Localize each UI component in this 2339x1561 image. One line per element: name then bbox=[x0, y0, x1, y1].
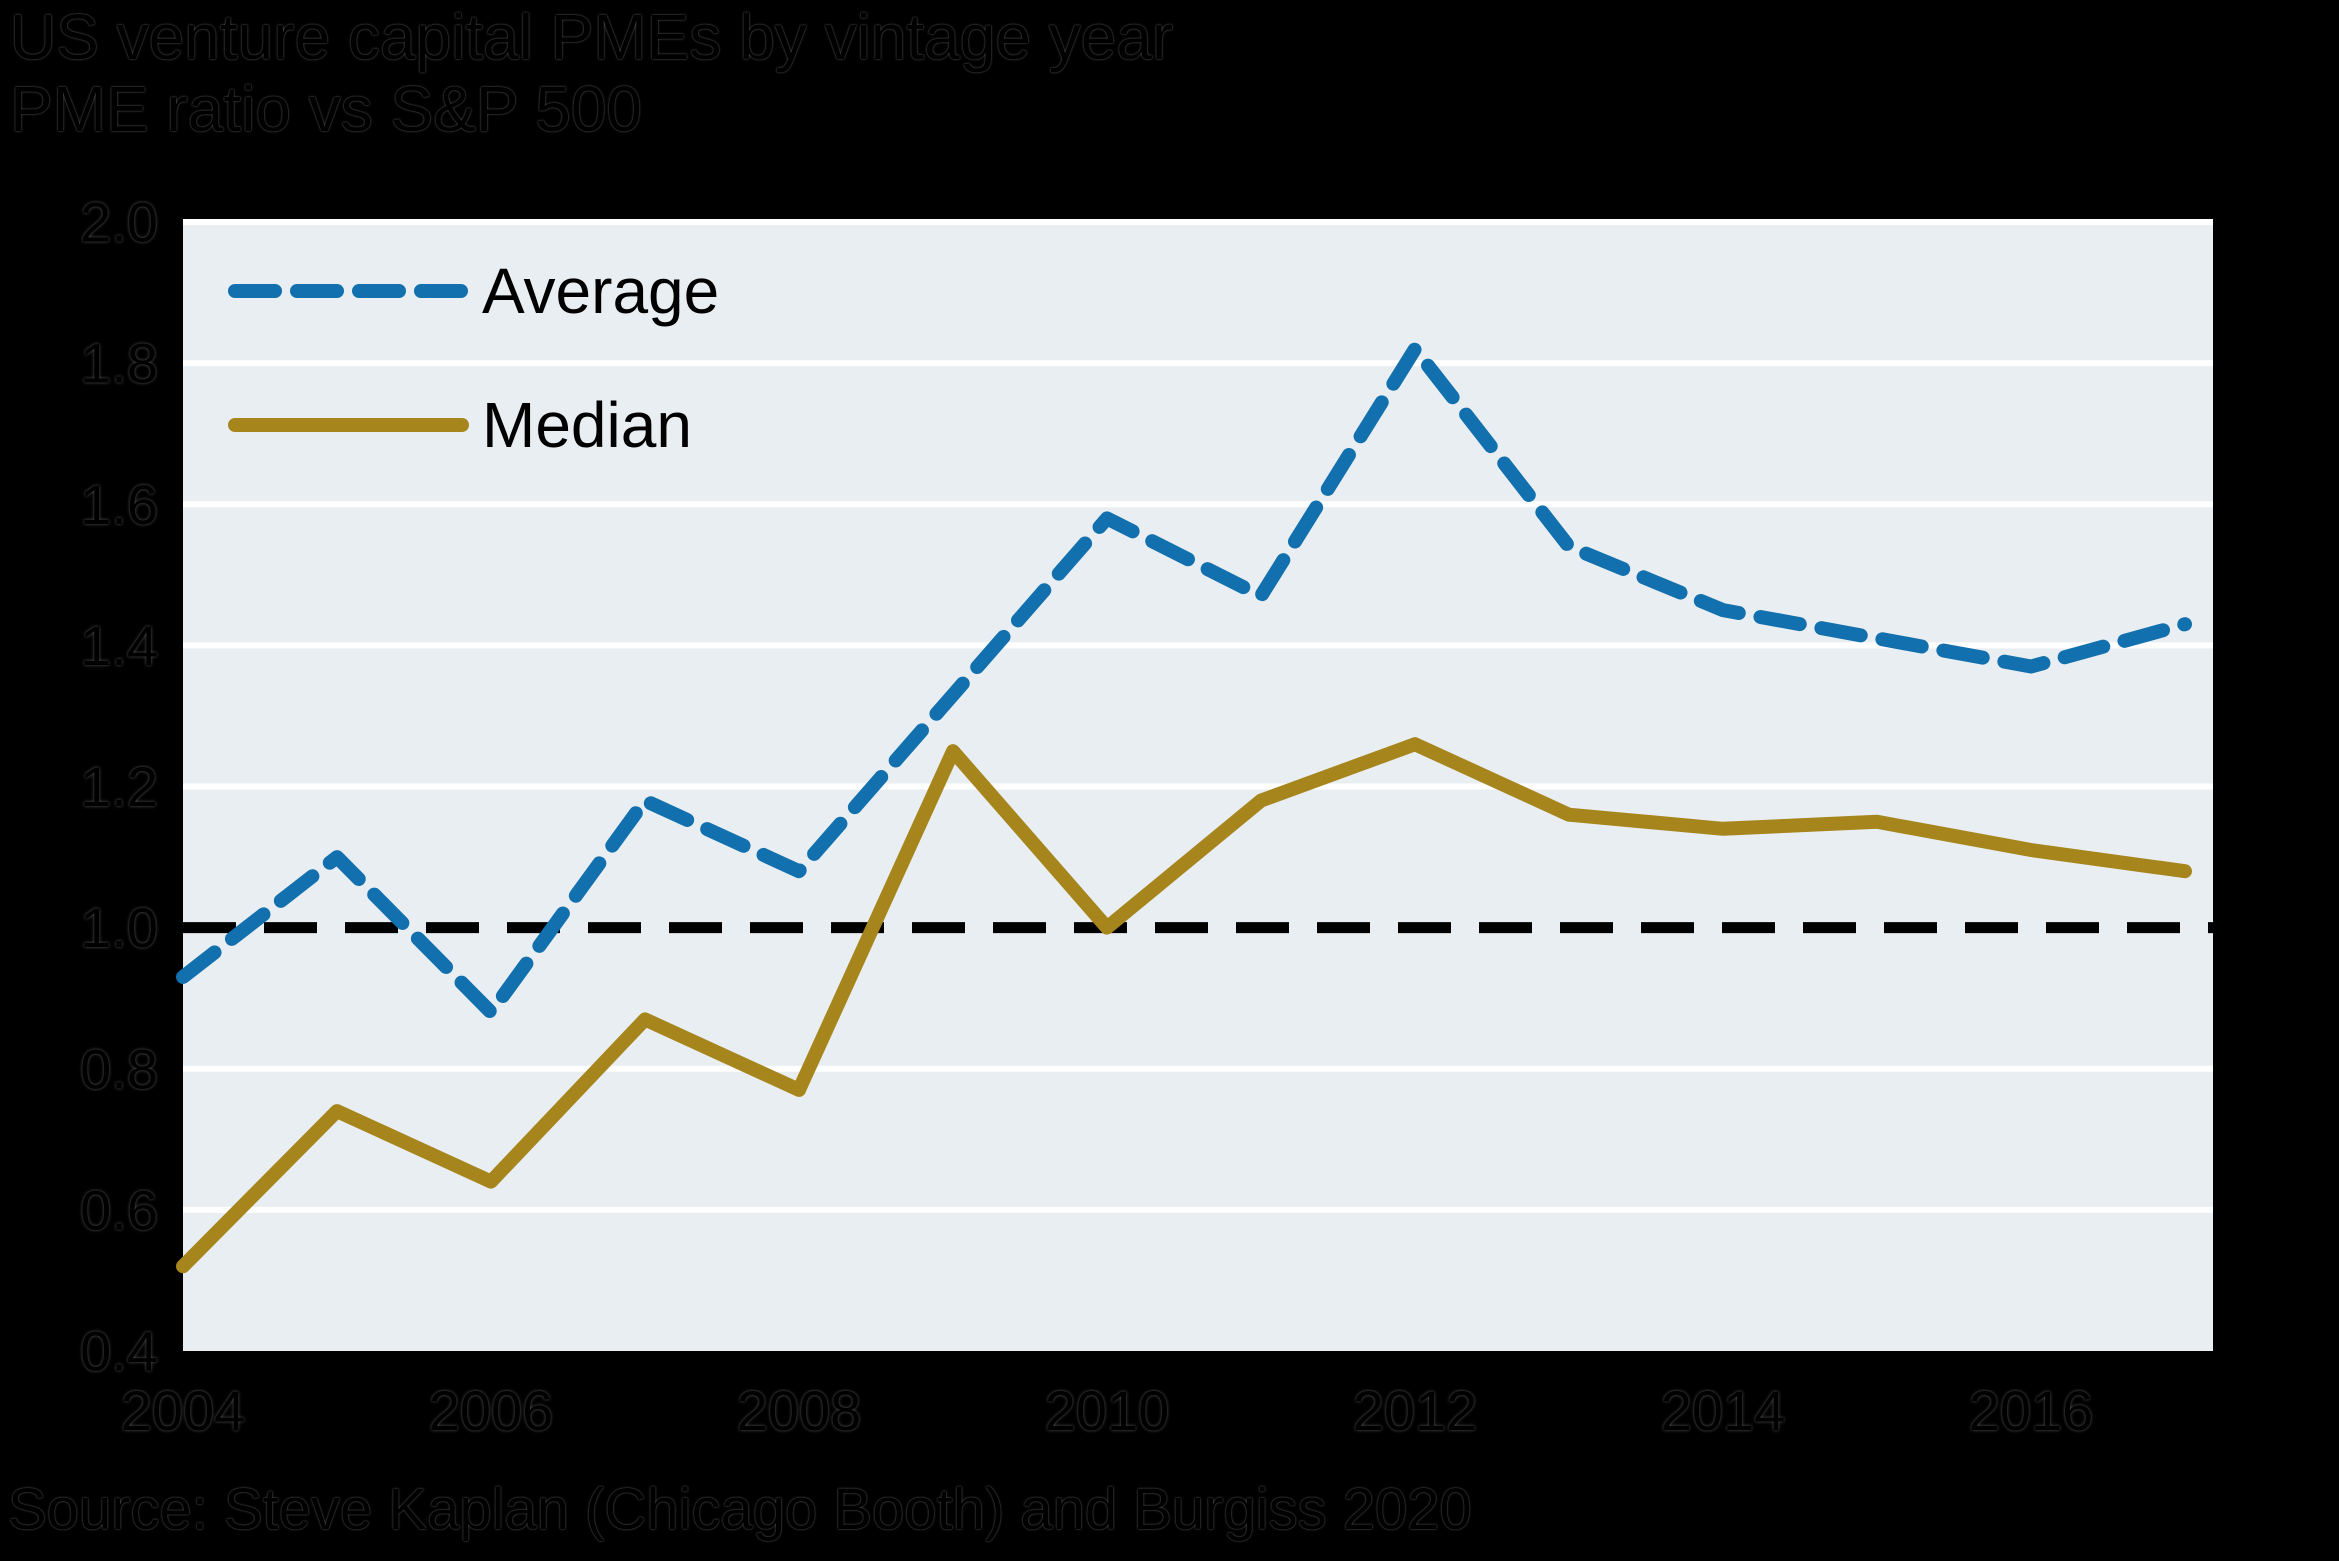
series-lines bbox=[176, 342, 2192, 1274]
legend: Average Median bbox=[228, 255, 719, 461]
y-tick-label: 0.6 bbox=[80, 1178, 158, 1241]
x-tick-label: 2016 bbox=[1969, 1379, 2094, 1442]
median-series-line bbox=[176, 737, 2192, 1274]
source-note: Source: Steve Kaplan (Chicago Booth) and… bbox=[8, 1477, 1472, 1542]
x-tick-label: 2006 bbox=[429, 1379, 554, 1442]
legend-label-average: Average bbox=[482, 255, 719, 327]
y-tick-label: 0.4 bbox=[80, 1320, 158, 1383]
chart-subtitle: PME ratio vs S&P 500 bbox=[10, 73, 642, 145]
y-tick-label: 1.8 bbox=[80, 332, 158, 395]
legend-label-median: Median bbox=[482, 389, 692, 461]
y-tick-label: 1.6 bbox=[80, 473, 158, 536]
x-tick-label: 2010 bbox=[1045, 1379, 1170, 1442]
y-tick-label: 0.8 bbox=[80, 1037, 158, 1100]
x-axis-labels: 2004 2006 2008 2010 2012 2014 2016 bbox=[121, 1379, 2094, 1442]
x-tick-label: 2004 bbox=[121, 1379, 246, 1442]
y-axis-labels: 2.0 1.8 1.6 1.4 1.2 1.0 0.8 0.6 0.4 bbox=[80, 191, 158, 1383]
x-tick-label: 2012 bbox=[1353, 1379, 1478, 1442]
x-tick-label: 2008 bbox=[737, 1379, 862, 1442]
y-tick-label: 1.4 bbox=[80, 614, 158, 677]
y-tick-label: 1.0 bbox=[80, 896, 158, 959]
chart-title: US venture capital PMEs by vintage year bbox=[10, 1, 1174, 73]
average-series-line bbox=[176, 342, 2192, 1020]
y-tick-label: 2.0 bbox=[80, 191, 158, 254]
gridlines bbox=[183, 219, 2213, 1213]
y-tick-label: 1.2 bbox=[80, 755, 158, 818]
x-tick-label: 2014 bbox=[1661, 1379, 1786, 1442]
